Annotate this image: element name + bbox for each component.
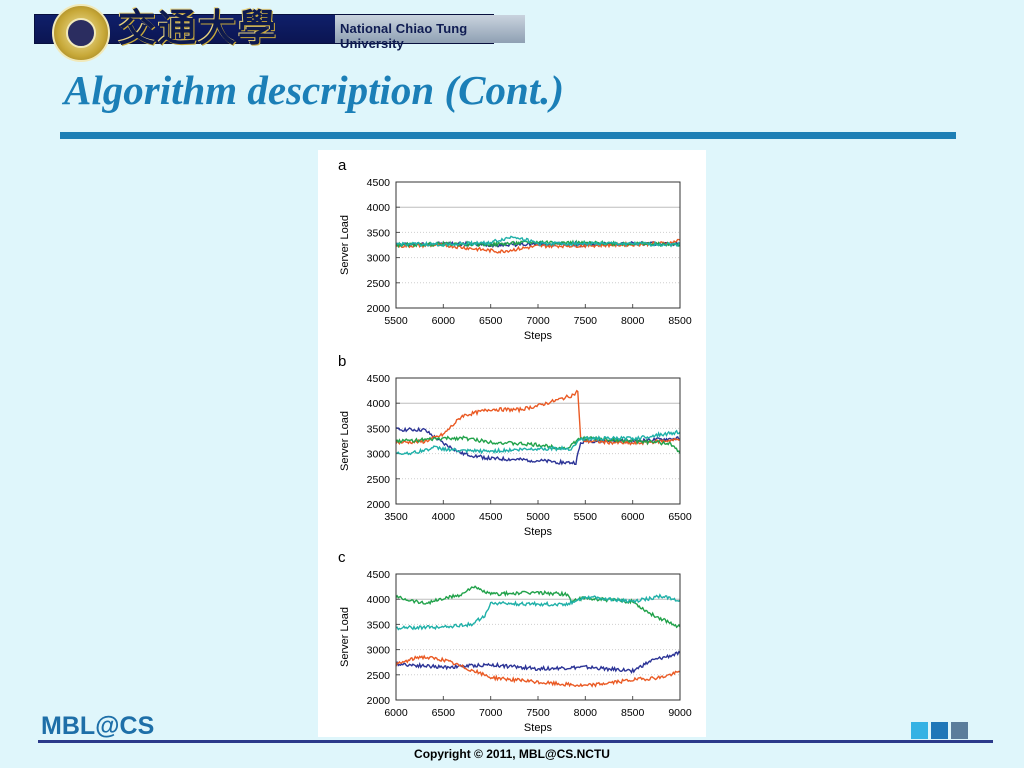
square-icon [911, 722, 928, 739]
plot-frame [395, 181, 681, 309]
y-tick-label: 4500 [367, 373, 391, 385]
y-tick-label: 3500 [367, 619, 391, 631]
header-banner: National Chiao Tung University [34, 14, 525, 51]
y-axis-label: Server Load [339, 215, 351, 275]
x-tick-label: 4500 [479, 511, 503, 523]
x-tick-label: 7000 [526, 315, 550, 327]
x-tick-label: 6500 [432, 707, 456, 719]
x-tick-label: 6500 [668, 511, 692, 523]
x-tick-label: 9000 [668, 707, 692, 719]
title-underline [60, 132, 956, 139]
series-line [395, 654, 681, 688]
x-axis-label: Steps [524, 526, 553, 538]
y-axis-label: Server Load [339, 411, 351, 471]
y-tick-label: 3500 [367, 423, 391, 435]
x-tick-label: 5500 [574, 511, 598, 523]
x-axis-label: Steps [524, 330, 553, 342]
y-tick-label: 2500 [367, 474, 391, 486]
panel-label: b [338, 353, 346, 370]
series-line [396, 429, 681, 456]
chart-panel-c: c 2000 2500 3000 3500 4000 4500 6000 6500 7000 750… [338, 549, 692, 734]
seal-center [66, 18, 96, 48]
x-tick-label: 7000 [479, 707, 503, 719]
panel-label: c [338, 549, 346, 566]
x-tick-label: 8500 [621, 707, 645, 719]
x-tick-label: 5000 [526, 511, 550, 523]
y-tick-label: 3000 [367, 645, 391, 657]
x-axis-label: Steps [524, 722, 553, 734]
series-line [395, 593, 681, 631]
y-tick-label: 4000 [367, 202, 391, 214]
mbl-cs-logo: MBL@CS [41, 712, 155, 740]
y-tick-label: 4000 [367, 594, 391, 606]
square-icon [931, 722, 948, 739]
y-tick-label: 3500 [367, 227, 391, 239]
series-line [395, 235, 681, 248]
chinese-calligraphy-logo: 交通大學 [118, 5, 279, 50]
chart-panel-b: b 2000 2500 3000 3500 4000 4500 3500 4000 4500 500… [338, 353, 692, 538]
series-line [395, 650, 681, 674]
x-tick-label: 6000 [384, 707, 408, 719]
square-icon [951, 722, 968, 739]
university-seal-icon [52, 4, 110, 62]
y-tick-label: 4500 [367, 569, 391, 581]
chart-panel-a: a 2000 2500 3000 3500 4000 4500 5500 6000 6500 700… [338, 157, 692, 342]
footer-divider [38, 740, 993, 743]
y-tick-label: 2000 [367, 499, 391, 511]
y-tick-label: 4500 [367, 177, 391, 189]
x-tick-label: 4000 [432, 511, 456, 523]
copyright-text: Copyright © 2011, MBL@CS.NCTU [414, 747, 610, 761]
x-tick-label: 8500 [668, 315, 692, 327]
plot-frame [395, 377, 681, 505]
y-tick-label: 3000 [367, 253, 391, 265]
y-tick-label: 2000 [367, 303, 391, 315]
x-tick-label: 8000 [621, 315, 645, 327]
slide-title: Algorithm description (Cont.) [64, 67, 565, 113]
decorative-squares [911, 722, 971, 744]
x-tick-label: 6000 [621, 511, 645, 523]
y-tick-label: 2500 [367, 278, 391, 290]
y-axis-label: Server Load [339, 607, 351, 667]
y-tick-label: 4000 [367, 398, 391, 410]
server-load-charts: a 2000 2500 3000 3500 4000 4500 5500 6000 6500 700… [338, 157, 692, 734]
panel-label: a [338, 157, 347, 174]
series-line [395, 389, 681, 446]
plot-frame [395, 573, 681, 701]
y-tick-label: 2500 [367, 670, 391, 682]
x-tick-label: 7500 [526, 707, 550, 719]
x-tick-label: 8000 [574, 707, 598, 719]
x-tick-label: 7500 [574, 315, 598, 327]
x-tick-label: 6500 [479, 315, 503, 327]
university-name: National Chiao Tung University [340, 21, 468, 51]
y-tick-label: 2000 [367, 695, 391, 707]
x-tick-label: 3500 [384, 511, 408, 523]
x-tick-label: 6000 [432, 315, 456, 327]
series-line [395, 435, 681, 454]
x-tick-label: 5500 [384, 315, 408, 327]
chart-figure: a 2000 2500 3000 3500 4000 4500 5500 6000 6500 700… [318, 150, 706, 737]
y-tick-label: 3000 [367, 449, 391, 461]
series-line [395, 585, 681, 629]
banner-label-plate [335, 15, 525, 43]
